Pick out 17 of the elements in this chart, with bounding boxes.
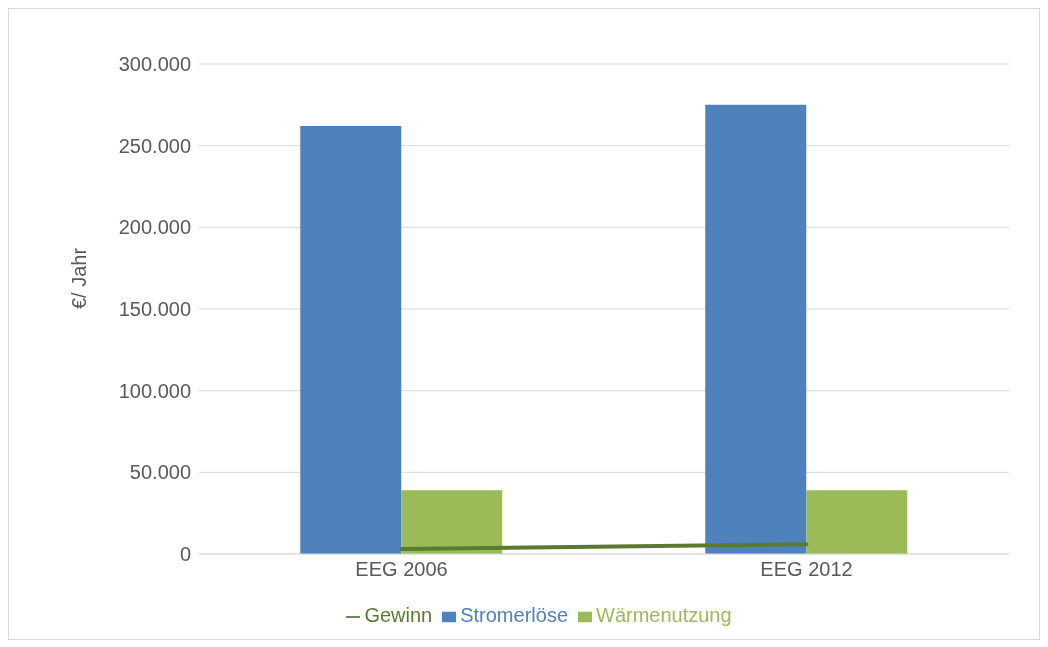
x-tick-label: EEG 2012 <box>760 558 853 581</box>
y-tick-label: 150.000 <box>118 298 191 321</box>
legend-label: Wärmenutzung <box>596 604 732 626</box>
y-tick-label: 200.000 <box>118 216 191 239</box>
legend-label: Gewinn <box>364 604 433 626</box>
bar <box>705 104 807 554</box>
y-axis-title: €/ Jahr <box>68 247 91 309</box>
y-tick-label: 100.000 <box>118 379 191 402</box>
legend-label: Stromerlöse <box>460 604 568 626</box>
x-tick-label: EEG 2006 <box>355 558 448 581</box>
y-tick-label: 0 <box>179 543 191 566</box>
bar <box>806 490 908 554</box>
bar <box>300 126 402 554</box>
y-tick-label: 250.000 <box>118 134 191 157</box>
y-tick-label: 300.000 <box>118 53 191 76</box>
y-tick-label: 50.000 <box>129 461 191 484</box>
bar <box>401 490 503 554</box>
